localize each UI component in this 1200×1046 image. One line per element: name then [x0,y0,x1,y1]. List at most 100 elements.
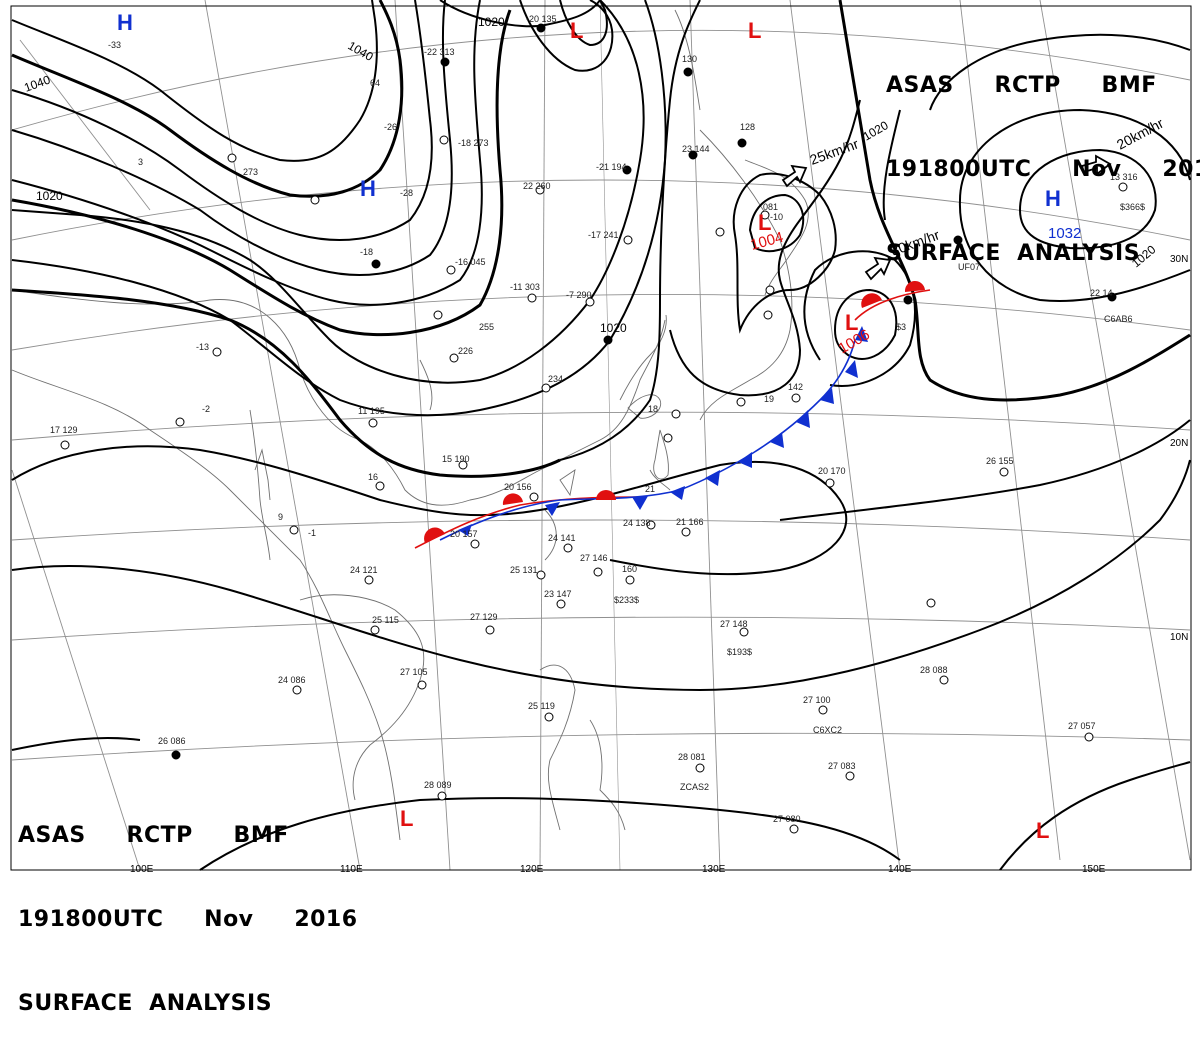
station-obs: 23 147 [544,589,572,599]
low-pressure-marker: L [748,18,761,43]
station-obs: 20 170 [818,466,846,476]
station-obs: -2 [202,404,210,414]
station-obs: 24 121 [350,565,378,575]
isobar-label: 1020 [478,15,505,29]
low-pressure-marker: L [1036,818,1049,843]
station-obs: 128 [740,122,755,132]
title-line-1: ASAS RCTP BMF [886,73,1157,98]
station-obs: 25 131 [510,565,538,575]
lat-label: 30N [1170,254,1188,265]
station-obs: -1 [308,528,316,538]
station-obs: ZCAS2 [680,782,709,792]
pressure-centers: H H H 1032 L L L 1004 L 1006 L L [117,10,1081,843]
frontal-boundary [414,280,931,549]
station-obs: 28 089 [424,780,452,790]
station-obs: 9 [278,512,283,522]
station-obs: -18 273 [458,138,489,148]
station-obs: 27 129 [470,612,498,622]
title-line-3: SURFACE ANALYSIS [18,991,273,1016]
station-obs: 21 166 [676,517,704,527]
station-obs: 19 [764,394,774,404]
station-obs: 22 14 [1090,288,1113,298]
isobar-label: 1020 [600,321,627,335]
station-obs: 255 [479,322,494,332]
station-obs: C6XC2 [813,725,842,735]
station-obs: -28 [400,188,413,198]
station-obs: 142 [788,382,803,392]
station-obs: 20 157 [450,529,478,539]
station-obs: -26 [384,122,397,132]
high-pressure-marker: H [1045,186,1061,211]
lat-label: 20N [1170,438,1188,449]
motion-arrows [781,154,1112,281]
station-obs: 28 088 [920,665,948,675]
station-obs: 25 119 [528,701,555,711]
low-pressure-marker: L [400,806,413,831]
station-obs: 13 316 [1110,172,1138,182]
station-obs: $233$ [614,595,639,605]
station-obs: 234 [548,374,563,384]
station-obs: -17 241 [588,230,619,240]
station-obs: 226 [458,346,473,356]
station-obs: -16 045 [455,257,486,267]
high-pressure-marker: H [117,10,133,35]
station-obs: 64 [370,78,380,88]
station-obs: 27 057 [1068,721,1096,731]
station-obs: -11 303 [510,282,540,292]
station-obs: 22 260 [523,181,551,191]
title-line-3: SURFACE ANALYSIS [886,241,1141,266]
title-line-2: 191800UTC Nov 2016 [18,907,358,932]
station-obs: 27 100 [803,695,831,705]
station-obs: 24 086 [278,675,306,685]
station-obs: $3 [896,322,906,332]
isobars [11,0,1191,871]
low-pressure-marker: L [845,310,858,335]
station-obs: 273 [243,167,258,177]
cold-front-symbols [458,326,868,536]
station-obs: C6AB6 [1104,314,1133,324]
station-obs: 26 086 [158,736,186,746]
low-pressure-marker: L [570,18,583,43]
low-pressure-marker: L [758,210,771,235]
station-obs: -18 [360,247,373,257]
station-obs: 24 138 [623,518,651,528]
station-obs: -20 135 [526,14,557,24]
motion-arrow-low-north [781,164,808,188]
station-obs: 25 115 [372,615,399,625]
station-obs: 16 [368,472,378,482]
station-obs: $193$ [727,647,752,657]
station-obs: 11 195 [358,406,385,416]
station-obs: -10 [770,212,783,222]
map-title-top: ASAS RCTP BMF 191800UTC Nov 2016 SURFACE… [886,16,1200,296]
graticule [11,0,1191,871]
station-obs: 27 083 [828,761,856,771]
station-obs: 18 [648,404,658,414]
station-obs: 20 156 [504,482,532,492]
station-obs: 23 144 [682,144,710,154]
warm-front-symbols [424,280,925,543]
map-title-bottom: ASAS RCTP BMF 191800UTC Nov 2016 SURFACE… [18,766,358,1046]
station-obs: 160 [622,564,637,574]
station-obs: -13 [196,342,209,352]
station-obs: 15 190 [442,454,470,464]
station-obs: 27 080 [773,814,801,824]
isobar-label: 1020 [36,189,63,203]
station-obs: 27 148 [720,619,748,629]
station-obs: 26 155 [986,456,1014,466]
station-obs: $366$ [1120,202,1145,212]
station-obs: 081 [763,202,778,212]
station-obs: 17 129 [50,425,78,435]
high-pressure-value: 1032 [1048,225,1081,242]
motion-arrow-high [1080,154,1112,176]
station-obs: UF07 [958,262,980,272]
station-obs: -22 313 [424,47,455,57]
weather-map: -20 135 -33 -22 313 64 -26 273 -18 273 3… [10,0,1192,875]
station-obs: -7 290 [566,290,592,300]
title-line-1: ASAS RCTP BMF [18,823,289,848]
station-obs: 24 141 [548,533,576,543]
station-obs: 27 146 [580,553,608,563]
motion-arrow-low-south [864,256,892,281]
station-obs: -21 194 [596,162,627,172]
station-obs: 3 [138,157,143,167]
station-obs: 21 [645,484,655,494]
